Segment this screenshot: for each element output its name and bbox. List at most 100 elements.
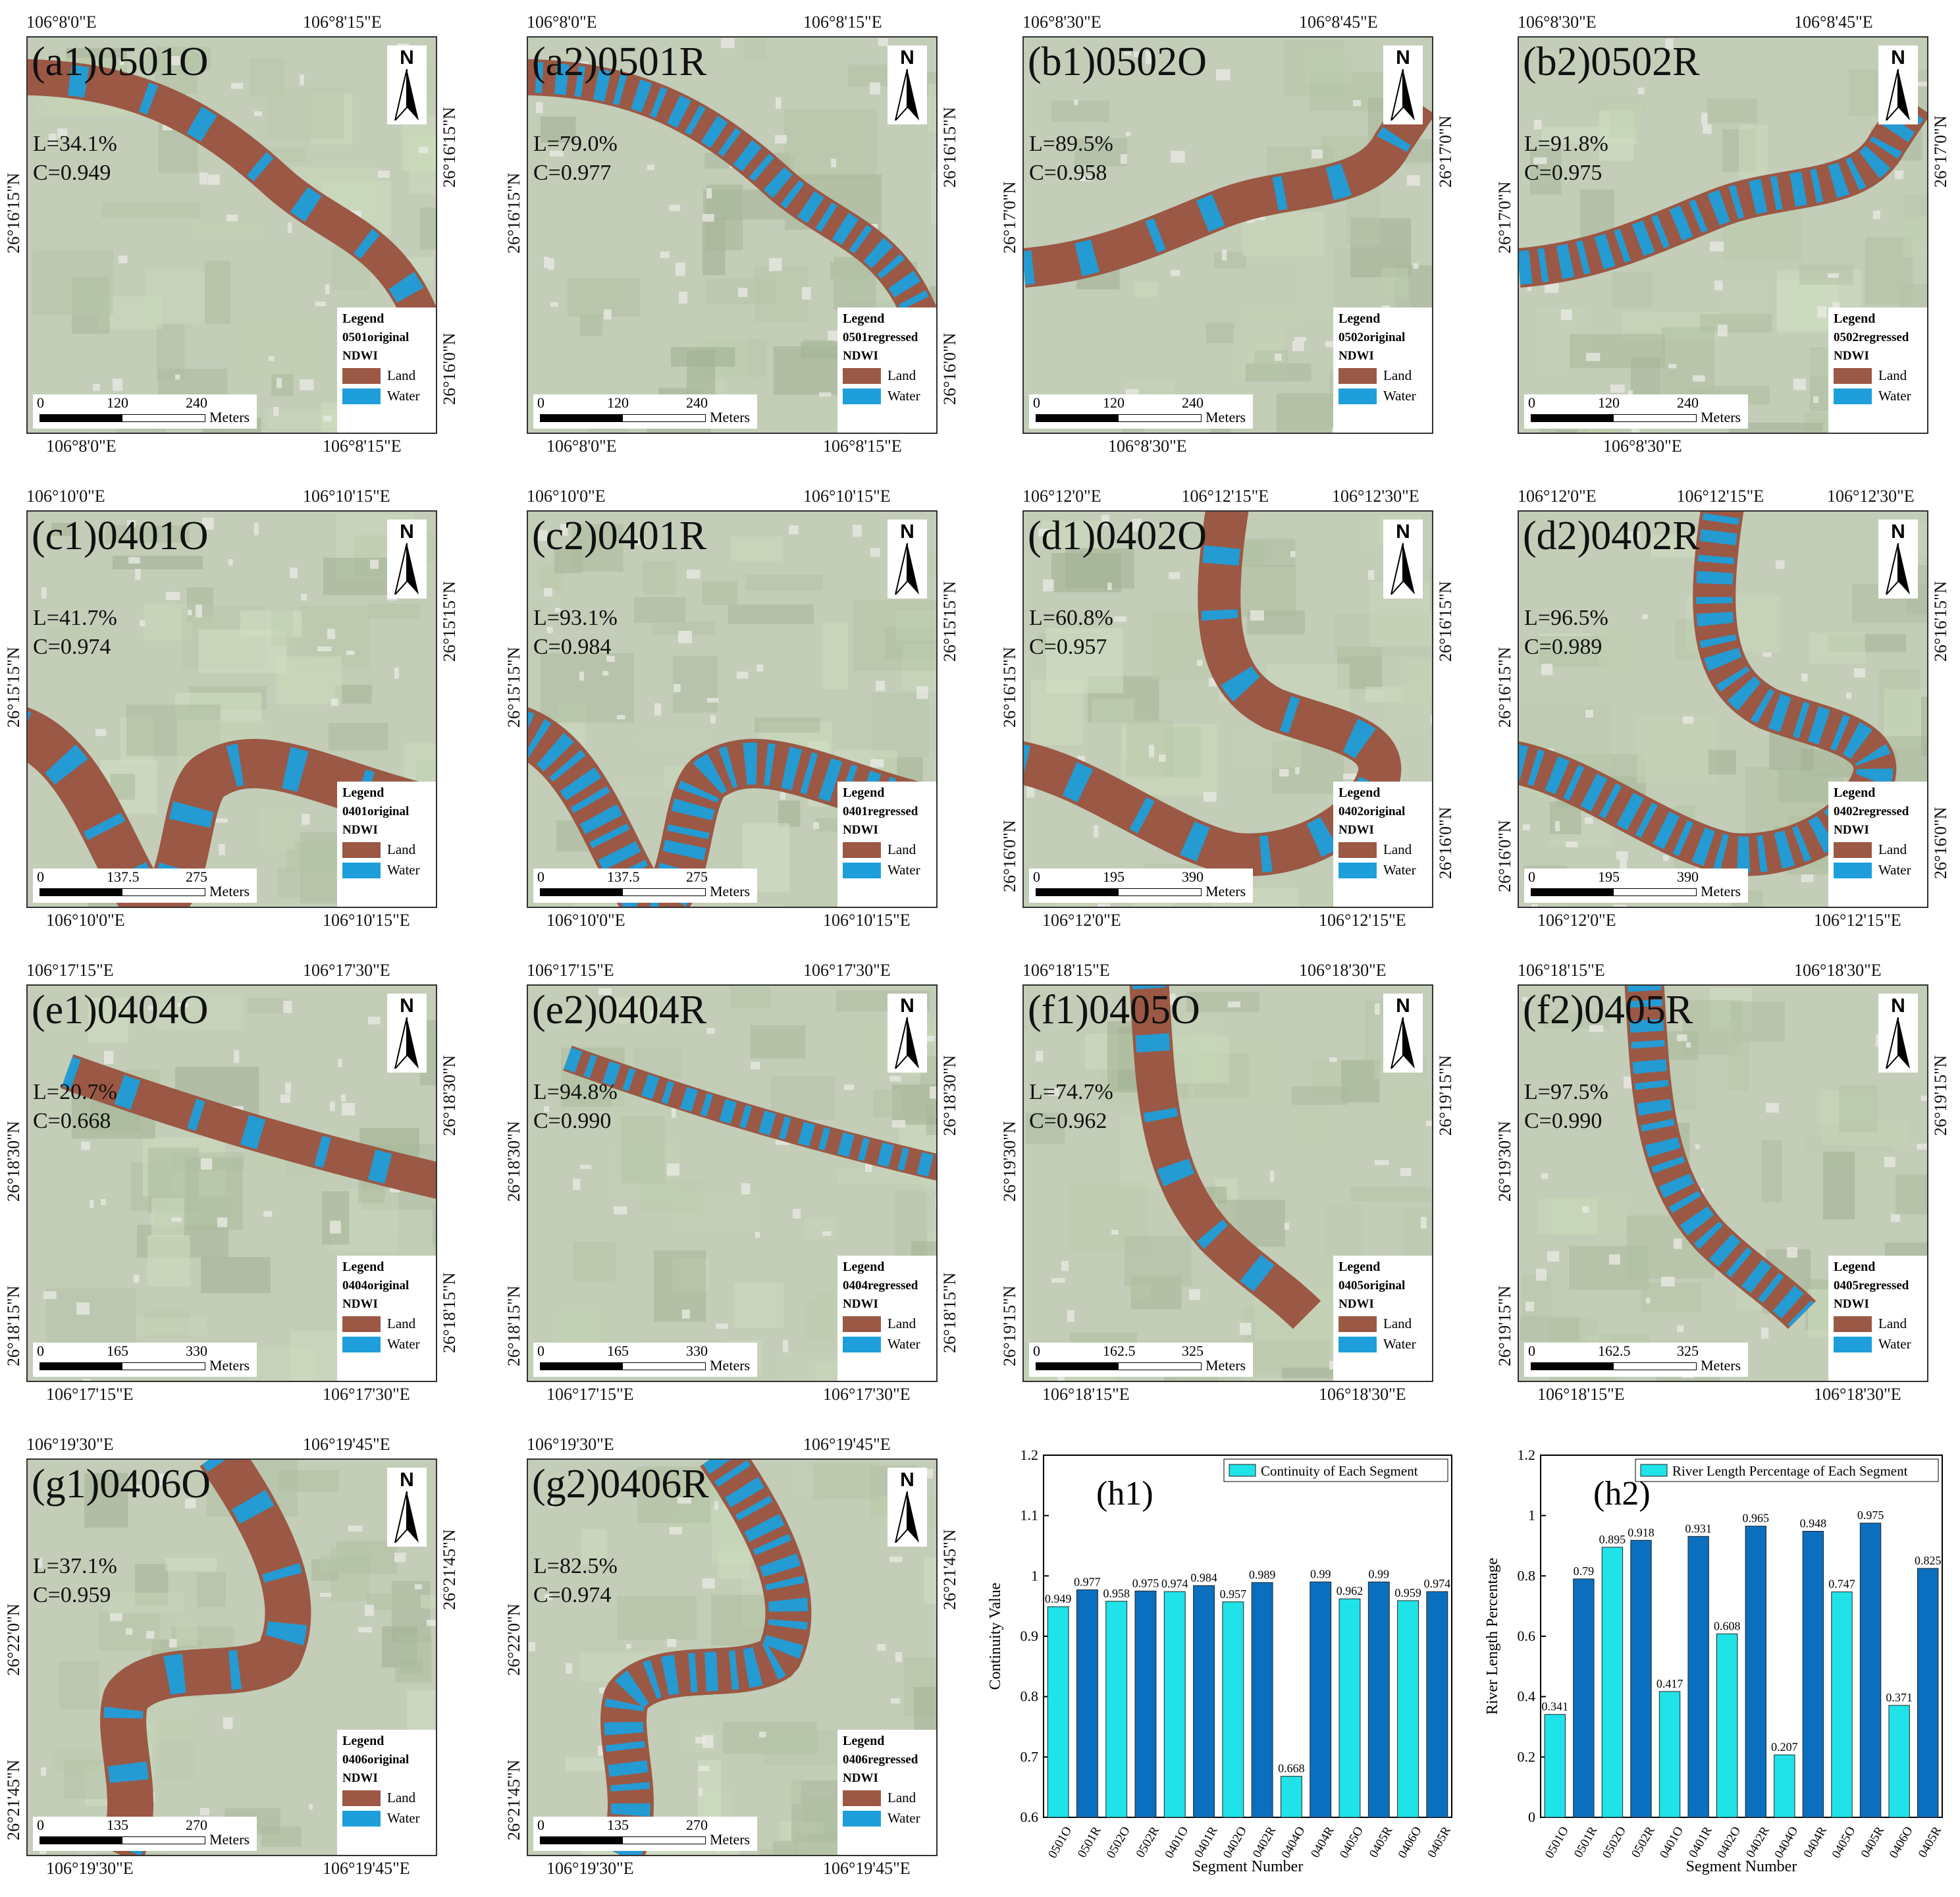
imagery-patch	[1298, 261, 1336, 321]
bar-value-label: 0.974	[1424, 1577, 1451, 1590]
building	[263, 1211, 273, 1217]
building	[1714, 281, 1723, 290]
building	[132, 1485, 142, 1489]
building	[317, 647, 332, 652]
building	[126, 1628, 133, 1635]
building	[110, 1613, 122, 1621]
panel-title: (a2)0501R	[532, 40, 707, 84]
legend-ndwi: NDWI	[1834, 349, 1869, 363]
building	[1547, 1251, 1560, 1262]
imagery-patch	[1232, 732, 1302, 768]
legend-layer: 0501original	[342, 331, 410, 344]
building	[892, 1120, 905, 1128]
imagery-patch	[1381, 268, 1408, 297]
scale-units: Meters	[710, 409, 751, 425]
imagery-patch	[1895, 1175, 1927, 1215]
left-latitude-label: 26°18'30"N	[4, 1121, 23, 1202]
water-class-river	[564, 1047, 936, 1179]
building	[1536, 1269, 1547, 1281]
scale-label-1: 162.5	[1103, 1343, 1136, 1359]
imagery-patch	[1530, 148, 1562, 195]
bar-value-label: 0.977	[1074, 1575, 1101, 1588]
building	[1149, 745, 1155, 758]
building	[1585, 710, 1593, 718]
bottom-longitude-label: 106°19'45"E	[323, 1859, 410, 1878]
bar-value-label: 0.965	[1743, 1512, 1770, 1525]
water-swatch	[342, 1336, 381, 1352]
x-tick-label: 0502R	[1629, 1824, 1658, 1860]
legend-land-row: Land	[1834, 842, 1922, 858]
top-longitude-label: 106°10'0"E	[26, 487, 105, 506]
x-tick-label: 0501R	[1572, 1824, 1601, 1860]
y-tick-label: 1.1	[1020, 1507, 1039, 1524]
right-latitude-label: 26°18'15"N	[940, 1272, 959, 1353]
north-label: N	[400, 47, 414, 68]
panel-stats: L=79.0% C=0.977	[533, 130, 618, 188]
building	[1368, 570, 1375, 580]
building	[57, 128, 68, 138]
building	[1832, 302, 1840, 308]
building	[741, 1183, 751, 1194]
building	[43, 1291, 57, 1299]
scale-bar: 0 120 240 Meters	[1029, 394, 1253, 429]
left-latitude-label: 26°21'45"N	[504, 1759, 523, 1840]
x-tick-label: 0405R	[1916, 1824, 1945, 1860]
building	[169, 1639, 177, 1648]
building	[925, 1469, 934, 1479]
building	[83, 1379, 91, 1381]
left-latitude-label: 26°17'0"N	[1495, 181, 1514, 254]
top-longitude-label: 106°18'30"E	[1794, 961, 1882, 980]
building	[1061, 1261, 1069, 1271]
left-latitude-label: 26°18'30"N	[504, 1121, 523, 1202]
imagery-patch	[813, 1462, 880, 1499]
scale-label-0: 0	[37, 1343, 44, 1359]
right-latitude-label: 26°16'15"N	[1436, 581, 1455, 662]
imagery-patch	[1305, 50, 1353, 84]
legend-title: Legend	[1834, 786, 1876, 800]
bar	[1426, 1591, 1448, 1818]
building	[41, 1767, 46, 1776]
building	[1240, 1323, 1252, 1335]
building	[1566, 842, 1578, 848]
legend-water-row: Water	[342, 862, 431, 878]
top-longitude-label: 106°8'30"E	[1518, 13, 1597, 32]
building	[1876, 1034, 1881, 1048]
bar-value-label: 0.974	[1161, 1577, 1188, 1590]
imagery-patch	[248, 998, 286, 1013]
bottom-longitude-label: 106°19'30"E	[46, 1859, 134, 1878]
scale-label-1: 165	[107, 1343, 128, 1359]
legend-land-row: Land	[1338, 1316, 1427, 1332]
panel-title: (e1)0404O	[32, 988, 209, 1032]
building	[544, 588, 553, 597]
building	[1628, 390, 1633, 397]
bar-value-label: 0.608	[1714, 1619, 1741, 1632]
building	[1686, 1042, 1691, 1048]
imagery-patch	[1392, 1085, 1432, 1123]
y-tick-label: 1	[1528, 1507, 1535, 1524]
building	[1638, 88, 1645, 95]
building	[1787, 1247, 1798, 1258]
legend-layer: 0501regressed	[843, 331, 918, 344]
imagery-patch	[1520, 1317, 1580, 1342]
continuity-value: C=0.975	[1524, 161, 1602, 185]
scale-bar: 0 165 330 Meters	[533, 1343, 757, 1377]
building	[1801, 674, 1808, 681]
building	[1114, 616, 1127, 622]
imagery-patch	[743, 38, 767, 61]
land-swatch	[342, 367, 381, 384]
building	[1279, 769, 1289, 777]
scale-label-2: 240	[186, 394, 207, 411]
building	[573, 1179, 581, 1190]
building	[924, 1036, 935, 1042]
land-class-river	[28, 707, 436, 907]
map-panel-e2: (e2)0404R L=94.8% C=0.990 N Legend 0404regres…	[527, 984, 938, 1382]
x-tick-label: 0405R	[1367, 1824, 1396, 1860]
imagery-patch	[261, 809, 295, 850]
building	[776, 97, 781, 109]
top-longitude-label: 106°19'30"E	[527, 1435, 614, 1454]
building	[1421, 1217, 1427, 1229]
legend-layer: 0405regressed	[1834, 1279, 1909, 1293]
map-legend: Legend 0404original NDWI Land Water	[337, 1256, 436, 1381]
water-swatch	[342, 388, 381, 404]
map-panel-d2: (d2)0402R L=96.5% C=0.989 N Legend 0402regres…	[1518, 510, 1928, 908]
